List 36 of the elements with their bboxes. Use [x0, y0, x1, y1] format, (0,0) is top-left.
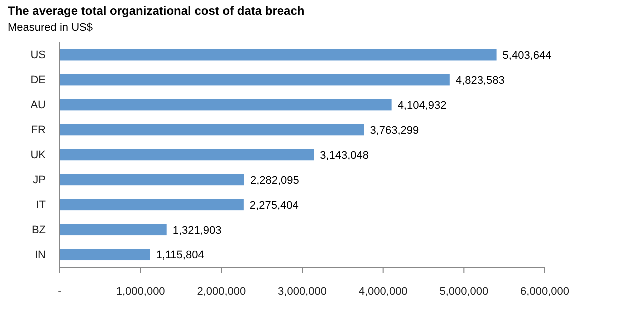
- bar: [60, 224, 167, 236]
- data-label: 2,282,095: [250, 174, 300, 187]
- x-tick-label: 4,000,000: [358, 286, 408, 298]
- bar: [60, 174, 244, 186]
- bar: [60, 149, 314, 161]
- x-tick-label: 5,000,000: [440, 286, 489, 298]
- x-tick-label: -: [58, 286, 62, 298]
- data-label: 4,823,583: [456, 74, 505, 87]
- y-tick-label: DE: [30, 74, 46, 87]
- bar: [60, 99, 392, 111]
- y-tick-label: UK: [30, 150, 47, 162]
- x-tick-label: 2,000,000: [197, 286, 246, 298]
- y-tick-label: IN: [35, 249, 46, 262]
- data-label: 3,763,299: [370, 124, 420, 137]
- data-label: 5,403,644: [502, 50, 552, 62]
- bar: [60, 49, 497, 61]
- data-label: 4,104,932: [398, 100, 447, 112]
- bar: [60, 199, 244, 211]
- bar: [60, 74, 450, 86]
- bar: [60, 249, 150, 261]
- data-label: 1,321,903: [172, 224, 222, 237]
- x-tick-label: 6,000,000: [520, 286, 570, 298]
- y-tick-label: US: [30, 50, 46, 62]
- data-label: 3,143,048: [320, 150, 369, 162]
- x-tick-label: 3,000,000: [278, 286, 327, 298]
- y-tick-label: FR: [31, 124, 46, 137]
- chart-subtitle: Measured in US$: [8, 22, 93, 34]
- data-label: 2,275,404: [250, 200, 299, 212]
- bar: [60, 124, 364, 136]
- data-label: 1,115,804: [156, 250, 204, 262]
- y-tick-label: JP: [33, 174, 46, 186]
- y-tick-label: AU: [30, 100, 46, 112]
- x-tick-label: 1,000,000: [116, 286, 166, 298]
- y-tick-label: IT: [36, 199, 46, 212]
- y-tick-label: BZ: [32, 224, 46, 236]
- chart-title: The average total organizational cost of data breach: [8, 4, 305, 18]
